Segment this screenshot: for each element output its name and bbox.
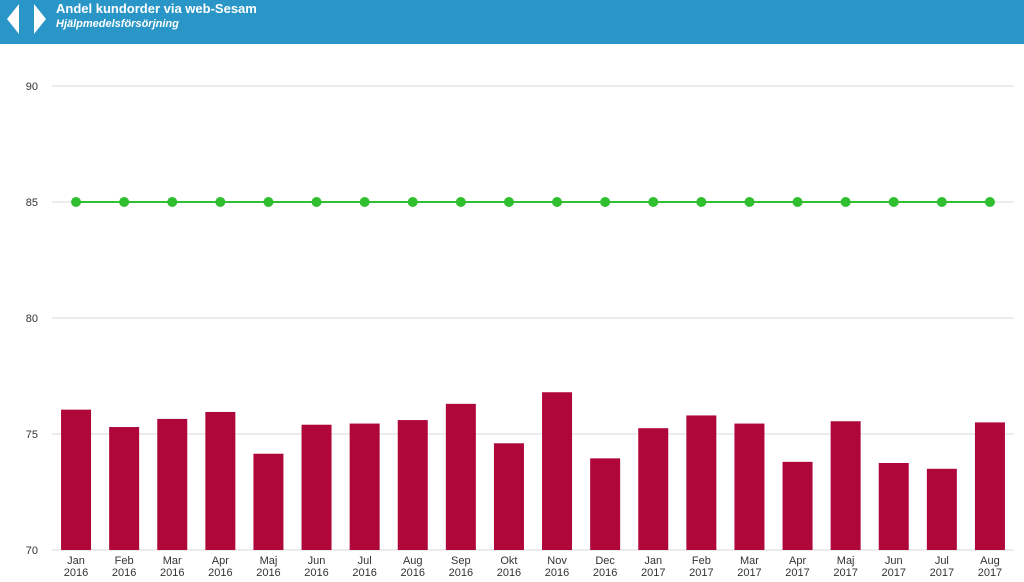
bar [686,415,717,550]
target-point [215,197,226,207]
x-tick-label: Nov 2016 [545,555,569,579]
target-point [503,197,514,207]
target-point [936,197,947,207]
bar [830,421,861,550]
x-tick-label: Feb 2017 [689,555,713,579]
x-tick-label: Jan 2016 [64,555,88,579]
target-point [359,197,370,207]
bar [349,423,380,550]
y-tick-label: 90 [26,81,38,93]
bar [109,427,140,550]
x-tick-label: Mar 2017 [737,555,761,579]
bar [638,428,669,550]
target-point [263,197,274,207]
bar [301,424,332,550]
x-tick-label: Jan 2017 [641,555,665,579]
x-tick-label: Maj 2017 [833,555,857,579]
x-tick-label: Sep 2016 [449,555,473,579]
target-point [792,197,803,207]
bar [253,453,284,550]
x-tick-label: Okt 2016 [497,555,521,579]
bar [445,403,476,550]
bar [61,409,92,550]
x-tick-label: Apr 2017 [785,555,809,579]
x-tick-label: Jun 2017 [882,555,906,579]
bar [157,418,188,550]
bar [397,420,428,550]
y-tick-label: 70 [26,545,38,557]
target-point [600,197,611,207]
bar-chart: 70 75 80 85 90 Jan 2016 Feb 2016 Mar 2016 Apr 2016 Ma… [26,81,1014,579]
target-point [311,197,322,207]
bar [974,422,1005,550]
target-point [696,197,707,207]
chart-header: Andel kundorder via web-Sesam Hjälpmedel… [0,0,1024,44]
x-tick-label: Dec 2016 [593,555,617,579]
bar [926,468,957,550]
target-point [552,197,563,207]
x-tick-label: Maj 2016 [256,555,280,579]
x-tick-label: Jul 2017 [930,555,954,579]
target-point [840,197,851,207]
bar [542,392,573,550]
target-point [407,197,418,207]
y-tick-label: 85 [26,197,38,209]
y-tick-label: 80 [26,313,38,325]
bar [205,411,236,550]
target-point [71,197,82,207]
x-tick-label: Feb 2016 [112,555,136,579]
bar [734,423,765,550]
x-tick-label: Aug 2016 [401,555,425,579]
x-tick-label: Aug 2017 [978,555,1002,579]
target-point [888,197,899,207]
bar [590,458,621,550]
x-tick-label: Jul 2016 [352,555,376,579]
x-tick-label: Apr 2016 [208,555,232,579]
target-point [119,197,130,207]
target-point [167,197,178,207]
target-point [984,197,995,207]
bar [878,463,909,550]
bar [782,461,813,550]
bar [493,443,524,550]
x-tick-label: Jun 2016 [304,555,328,579]
x-tick-label: Mar 2016 [160,555,184,579]
chevron-right-icon[interactable] [33,4,47,34]
y-tick-label: 75 [26,429,38,441]
target-point [744,197,755,207]
target-point [455,197,466,207]
chart-subtitle: Hjälpmedelsförsörjning [56,18,179,30]
chart-title: Andel kundorder via web-Sesam [56,1,257,16]
chevron-left-icon[interactable] [6,4,20,34]
target-point [648,197,659,207]
